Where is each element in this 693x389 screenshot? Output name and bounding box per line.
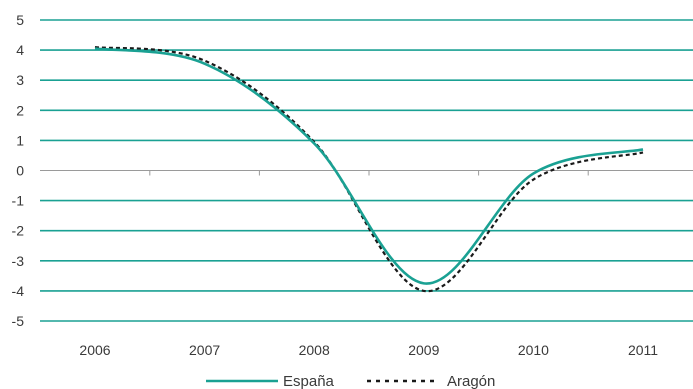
y-tick-label: 3 xyxy=(16,72,24,88)
x-tick-label: 2008 xyxy=(299,342,330,358)
series-line-arag-n xyxy=(94,45,644,293)
x-tick-label: 2009 xyxy=(408,342,439,358)
series-lines xyxy=(94,45,644,293)
y-tick-label: 4 xyxy=(16,42,24,58)
legend-label: Aragón xyxy=(447,373,495,389)
legend: España Aragón xyxy=(206,373,495,389)
x-axis xyxy=(40,170,693,176)
y-tick-label: -5 xyxy=(12,313,25,329)
y-tick-label: -2 xyxy=(12,223,25,239)
x-tick-label: 2011 xyxy=(628,342,658,358)
series-line-espa-a xyxy=(94,47,644,285)
y-tick-label: 2 xyxy=(16,102,24,118)
y-tick-labels: 5 4 3 2 1 0 -1 -2 -3 -4 -5 xyxy=(12,12,25,329)
x-tick-label: 2007 xyxy=(189,342,220,358)
y-tick-label: 1 xyxy=(16,132,24,148)
y-tick-label: -4 xyxy=(12,283,25,299)
y-tick-label: 0 xyxy=(16,163,24,179)
y-tick-label: -1 xyxy=(12,193,25,209)
x-tick-labels: 2006 2007 2008 2009 2010 2011 xyxy=(79,342,658,358)
x-tick-label: 2010 xyxy=(518,342,549,358)
legend-label: España xyxy=(283,373,335,389)
gridlines xyxy=(40,19,693,322)
y-tick-label: 5 xyxy=(16,12,24,28)
y-tick-label: -3 xyxy=(12,253,25,269)
x-tick-label: 2006 xyxy=(79,342,110,358)
